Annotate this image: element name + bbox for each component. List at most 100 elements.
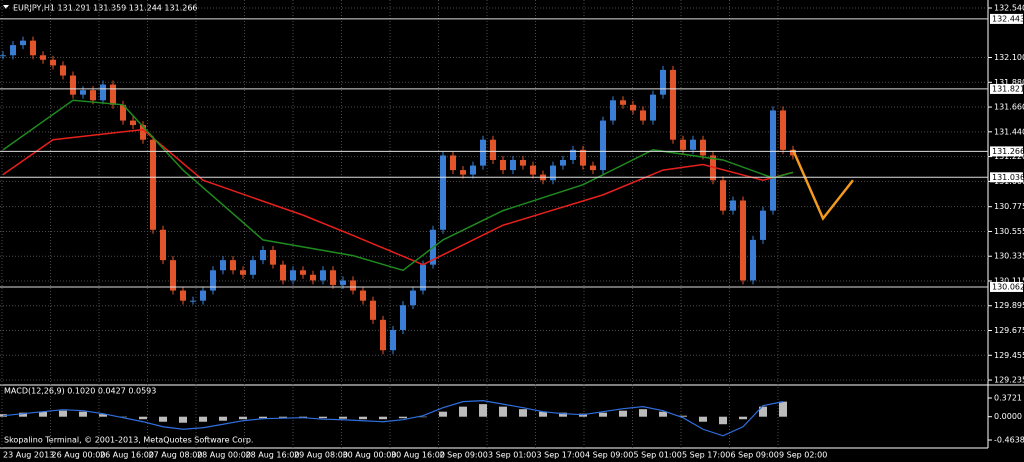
y-tick-label: 131.660 — [994, 103, 1024, 112]
candle-body — [420, 264, 426, 291]
candle-body — [550, 165, 556, 181]
macd-bar — [259, 416, 267, 419]
y-tick-label: 130.335 — [994, 252, 1024, 261]
level-box — [990, 83, 1023, 94]
candle-body — [460, 170, 466, 175]
candle-body — [560, 159, 566, 166]
macd-bar — [719, 416, 727, 425]
macd-bar — [219, 416, 227, 421]
candle-body — [60, 65, 66, 76]
candle-body — [440, 155, 446, 230]
macd-bar — [359, 416, 367, 420]
level-box — [990, 13, 1023, 24]
candle-body — [140, 125, 146, 140]
candle-body — [230, 260, 236, 271]
candle-body — [530, 165, 536, 175]
level-label: 132.443 — [992, 14, 1024, 23]
x-tick-label: 9 Sep 02:00 — [779, 451, 827, 460]
y-tick-label: 129.455 — [994, 351, 1024, 360]
candle-body — [620, 100, 626, 105]
candle-body — [400, 305, 406, 330]
candle-body — [500, 159, 506, 171]
candle-body — [0, 55, 6, 57]
macd-tick-label: 0.3721 — [994, 394, 1022, 403]
candle-body — [240, 270, 246, 275]
candle-body — [580, 149, 586, 166]
candle-body — [150, 139, 156, 230]
candle-body — [650, 94, 656, 121]
macd-bar — [199, 416, 207, 422]
candle-body — [600, 120, 606, 171]
level-label: 131.266 — [992, 147, 1024, 156]
candle-body — [450, 155, 456, 171]
macd-bar — [19, 412, 27, 417]
candle-body — [170, 260, 176, 291]
macd-bar — [539, 411, 547, 417]
macd-bar — [679, 415, 687, 417]
macd-bar — [59, 410, 67, 417]
candle-body — [160, 229, 166, 261]
macd-bar — [179, 416, 187, 423]
macd-bar — [139, 416, 147, 420]
candle-body — [770, 110, 776, 211]
x-tick-label: 3 Sep 17:00 — [537, 451, 585, 460]
macd-bar — [39, 411, 47, 417]
macd-bar — [339, 416, 347, 419]
level-label: 130.062 — [992, 282, 1024, 291]
candle-body — [190, 300, 196, 302]
candle-body — [300, 270, 306, 275]
y-tick-label: 130.775 — [994, 202, 1024, 211]
level-box — [990, 281, 1023, 292]
candle-body — [250, 260, 256, 275]
candle-body — [110, 84, 116, 105]
candle-body — [220, 260, 226, 271]
x-tick-label: 2 Sep 09:00 — [440, 451, 488, 460]
x-tick-label: 28 Aug 16:00 — [246, 451, 300, 460]
candle-body — [510, 159, 516, 171]
candle-body — [390, 329, 396, 351]
candle-body — [470, 165, 476, 175]
macd-title: MACD(12,26,9) 0.1020 0.0427 0.0593 — [4, 387, 156, 396]
x-tick-label: 5 Sep 01:00 — [634, 451, 682, 460]
macd-bar — [619, 410, 627, 417]
x-tick-label: 23 Aug 2013 — [3, 451, 54, 460]
macd-line — [2, 400, 784, 437]
x-tick-label: 26 Aug 00:00 — [52, 451, 106, 460]
candle-body — [90, 90, 96, 101]
candle-body — [210, 270, 216, 291]
menu-arrow[interactable] — [3, 5, 9, 9]
level-box — [990, 172, 1023, 183]
macd-bar — [159, 416, 167, 422]
macd-bar — [239, 416, 247, 420]
macd-bar — [779, 401, 787, 417]
macd-bar — [279, 416, 287, 418]
x-tick-label: 6 Sep 09:00 — [731, 451, 779, 460]
candle-body — [750, 239, 756, 281]
macd-bar — [479, 404, 487, 417]
candle-body — [120, 104, 126, 121]
y-tick-label: 129.675 — [994, 326, 1024, 335]
macd-bar — [659, 411, 667, 417]
candle-body — [290, 270, 296, 281]
candle-body — [280, 264, 286, 281]
candle-body — [370, 300, 376, 320]
candle-body — [630, 104, 636, 111]
y-tick-label: 132.100 — [994, 53, 1024, 62]
candle-body — [610, 100, 616, 121]
candle-body — [260, 250, 266, 261]
x-tick-label: 30 Aug 16:00 — [391, 451, 445, 460]
y-tick-label: 129.895 — [994, 301, 1024, 310]
candle-body — [680, 139, 686, 150]
candle-body — [760, 210, 766, 240]
candle-body — [740, 200, 746, 281]
x-tick-label: 4 Sep 09:00 — [585, 451, 633, 460]
candle-body — [730, 200, 736, 211]
candle-body — [640, 110, 646, 121]
candle-body — [570, 149, 576, 160]
macd-tick-label: -0.4638 — [994, 436, 1024, 445]
y-tick-label: 130.115 — [994, 276, 1024, 285]
candle-body — [180, 290, 186, 301]
candle-body — [670, 69, 676, 140]
candle-body — [700, 139, 706, 156]
